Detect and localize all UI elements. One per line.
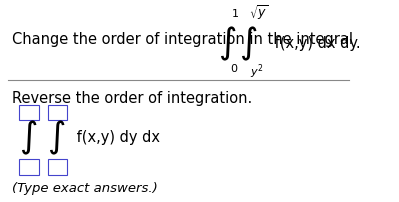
Text: $\int$: $\int$: [218, 25, 236, 63]
Text: Reverse the order of integration.: Reverse the order of integration.: [12, 91, 252, 106]
FancyBboxPatch shape: [19, 159, 39, 175]
Text: 0: 0: [231, 64, 237, 74]
Text: $\int$: $\int$: [19, 119, 37, 157]
Text: f(x,y) dy dx: f(x,y) dy dx: [73, 130, 160, 145]
Text: $\sqrt{y}$: $\sqrt{y}$: [249, 3, 269, 22]
Text: (Type exact answers.): (Type exact answers.): [12, 182, 158, 195]
FancyBboxPatch shape: [47, 105, 67, 120]
Text: $y^2$: $y^2$: [250, 62, 264, 81]
Text: $\int$: $\int$: [239, 25, 257, 63]
Text: f(x,y) dx dy.: f(x,y) dx dy.: [270, 36, 360, 51]
Text: 1: 1: [232, 9, 239, 19]
FancyBboxPatch shape: [47, 159, 67, 175]
Text: $\int$: $\int$: [47, 119, 66, 157]
Text: Change the order of integration in the integral: Change the order of integration in the i…: [12, 32, 353, 47]
FancyBboxPatch shape: [19, 105, 39, 120]
